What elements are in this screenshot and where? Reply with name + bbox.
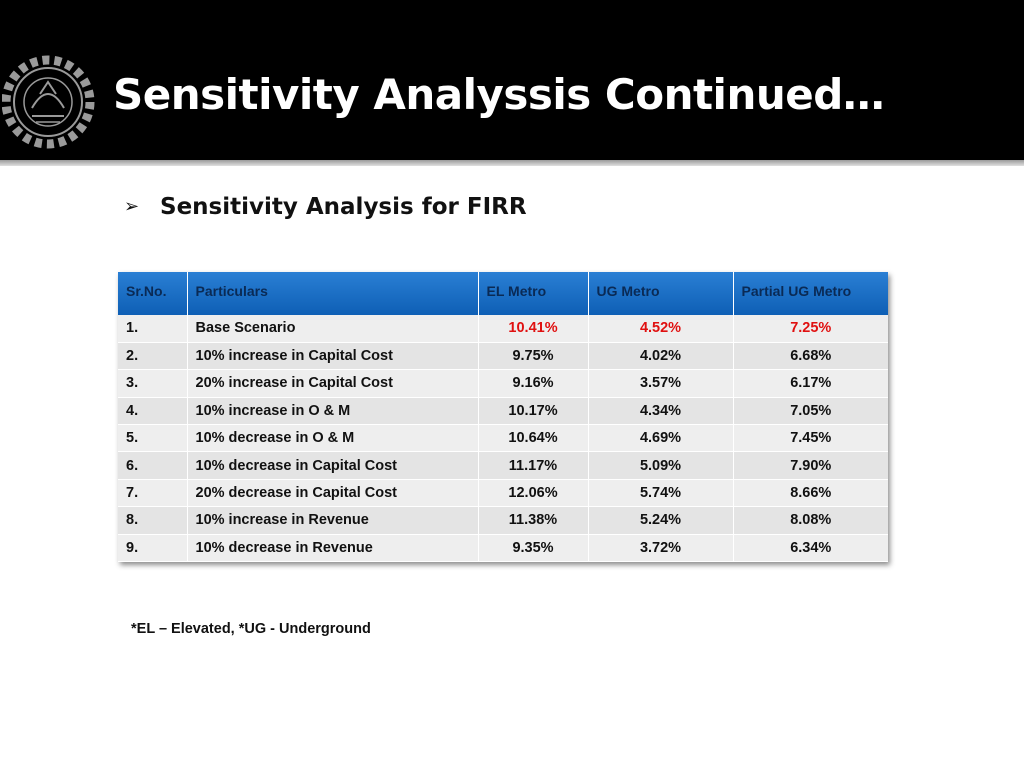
cell-particulars: 20% decrease in Capital Cost xyxy=(187,479,479,508)
cell-el-metro: 9.75% xyxy=(478,342,589,371)
cell-ug-metro: 5.74% xyxy=(588,479,734,508)
cell-ug-metro: 5.24% xyxy=(588,506,734,535)
cell-ug-metro: 5.09% xyxy=(588,451,734,480)
table-row: 4. 10% increase in O & M 10.17% 4.34% 7.… xyxy=(118,397,888,426)
column-header-ug-metro: UG Metro xyxy=(588,272,734,315)
cell-partial-ug-metro: 7.05% xyxy=(733,397,888,426)
cell-sr-no: 2. xyxy=(118,342,188,371)
cell-sr-no: 4. xyxy=(118,397,188,426)
table-header-row: Sr.No. Particulars EL Metro UG Metro Par… xyxy=(118,272,888,315)
column-header-el-metro: EL Metro xyxy=(478,272,589,315)
column-header-partial-ug-metro: Partial UG Metro xyxy=(733,272,888,315)
cell-sr-no: 7. xyxy=(118,479,188,508)
cell-el-metro: 10.17% xyxy=(478,397,589,426)
cell-partial-ug-metro: 6.68% xyxy=(733,342,888,371)
cell-partial-ug-metro: 6.34% xyxy=(733,534,888,563)
table-row: 1. Base Scenario 10.41% 4.52% 7.25% xyxy=(118,315,888,343)
column-header-sr-no: Sr.No. xyxy=(118,272,188,315)
cell-el-metro: 10.64% xyxy=(478,424,589,453)
cell-sr-no: 8. xyxy=(118,506,188,535)
cell-particulars: 10% increase in Capital Cost xyxy=(187,342,479,371)
cell-el-metro: 9.35% xyxy=(478,534,589,563)
cell-ug-metro: 4.02% xyxy=(588,342,734,371)
title-divider xyxy=(0,160,1024,166)
sensitivity-table-container: Sr.No. Particulars EL Metro UG Metro Par… xyxy=(118,272,888,563)
section-heading-text: Sensitivity Analysis for FIRR xyxy=(160,194,527,220)
cell-particulars: 10% decrease in Revenue xyxy=(187,534,479,563)
cell-sr-no: 1. xyxy=(118,315,188,343)
footnote: *EL – Elevated, *UG - Underground xyxy=(131,621,371,637)
cell-el-metro: 10.41% xyxy=(478,315,589,343)
cell-sr-no: 9. xyxy=(118,534,188,563)
sensitivity-table: Sr.No. Particulars EL Metro UG Metro Par… xyxy=(118,272,888,563)
cell-partial-ug-metro: 8.08% xyxy=(733,506,888,535)
page-title: Sensitivity Analyssis Continued… xyxy=(113,70,885,119)
cell-particulars: 10% decrease in O & M xyxy=(187,424,479,453)
cell-partial-ug-metro: 6.17% xyxy=(733,369,888,398)
cell-ug-metro: 4.69% xyxy=(588,424,734,453)
cell-partial-ug-metro: 7.45% xyxy=(733,424,888,453)
table-row: 2. 10% increase in Capital Cost 9.75% 4.… xyxy=(118,342,888,371)
cell-ug-metro: 3.72% xyxy=(588,534,734,563)
cell-ug-metro: 4.34% xyxy=(588,397,734,426)
cell-particulars: 10% decrease in Capital Cost xyxy=(187,451,479,480)
cell-particulars: 20% increase in Capital Cost xyxy=(187,369,479,398)
cell-particulars: 10% increase in Revenue xyxy=(187,506,479,535)
arrow-bullet-icon: ➢ xyxy=(124,196,140,217)
cell-partial-ug-metro: 7.25% xyxy=(733,315,888,343)
cell-el-metro: 12.06% xyxy=(478,479,589,508)
title-bar: Sensitivity Analyssis Continued… xyxy=(0,0,1024,160)
table-row: 9. 10% decrease in Revenue 9.35% 3.72% 6… xyxy=(118,534,888,563)
table-row: 8. 10% increase in Revenue 11.38% 5.24% … xyxy=(118,506,888,535)
cell-el-metro: 9.16% xyxy=(478,369,589,398)
institute-logo-icon xyxy=(1,46,100,158)
cell-partial-ug-metro: 7.90% xyxy=(733,451,888,480)
cell-ug-metro: 4.52% xyxy=(588,315,734,343)
table-row: 3. 20% increase in Capital Cost 9.16% 3.… xyxy=(118,369,888,398)
cell-ug-metro: 3.57% xyxy=(588,369,734,398)
cell-sr-no: 6. xyxy=(118,451,188,480)
cell-el-metro: 11.38% xyxy=(478,506,589,535)
cell-particulars: Base Scenario xyxy=(187,315,479,343)
table-row: 7. 20% decrease in Capital Cost 12.06% 5… xyxy=(118,479,888,508)
cell-sr-no: 3. xyxy=(118,369,188,398)
cell-el-metro: 11.17% xyxy=(478,451,589,480)
column-header-particulars: Particulars xyxy=(187,272,479,315)
cell-sr-no: 5. xyxy=(118,424,188,453)
table-row: 6. 10% decrease in Capital Cost 11.17% 5… xyxy=(118,451,888,480)
section-heading: ➢ Sensitivity Analysis for FIRR xyxy=(124,194,527,220)
table-row: 5. 10% decrease in O & M 10.64% 4.69% 7.… xyxy=(118,424,888,453)
cell-particulars: 10% increase in O & M xyxy=(187,397,479,426)
cell-partial-ug-metro: 8.66% xyxy=(733,479,888,508)
